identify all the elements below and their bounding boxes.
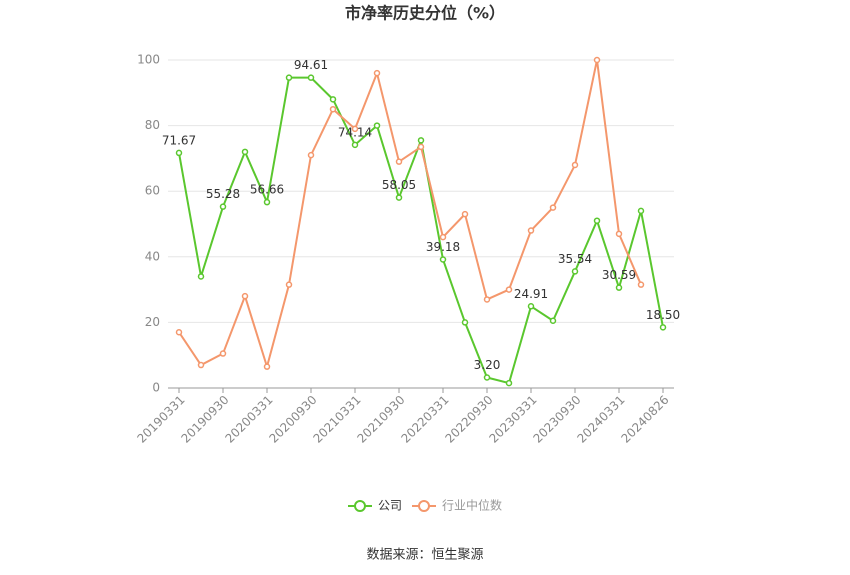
data-point [395, 194, 403, 201]
data-point [483, 296, 491, 303]
data-label: 39.18 [426, 240, 460, 254]
data-point [307, 151, 315, 159]
data-point [417, 143, 425, 151]
series-line [178, 59, 642, 371]
y-tick-label: 80 [145, 118, 160, 132]
data-point [615, 284, 623, 291]
y-tick-label: 20 [145, 315, 160, 329]
data-label: 71.67 [162, 133, 196, 147]
data-point [351, 125, 359, 133]
chart-title: 市净率历史分位（%） [345, 4, 505, 23]
data-label: 55.28 [206, 187, 240, 201]
data-point [461, 319, 469, 326]
data-point [197, 361, 205, 369]
data-label: 56.66 [250, 183, 284, 197]
data-point [329, 96, 337, 103]
data-point [527, 227, 535, 234]
data-point [483, 374, 491, 381]
legend-marker [418, 500, 430, 512]
data-point [373, 122, 381, 129]
data-point [285, 74, 293, 81]
data-point [505, 379, 513, 387]
data-point [395, 158, 403, 165]
data-point [593, 56, 601, 64]
data-point [241, 292, 249, 300]
data-point [329, 105, 337, 113]
data-label: 24.91 [514, 287, 548, 301]
y-tick-label: 40 [145, 249, 160, 263]
y-tick-label: 100 [137, 53, 160, 67]
data-label: 35.54 [558, 252, 592, 266]
data-point [263, 363, 271, 370]
data-point [241, 148, 249, 156]
source: 数据来源：恒生聚源 [366, 548, 483, 563]
data-point [549, 204, 557, 211]
data-point [505, 286, 513, 293]
data-point [439, 256, 447, 263]
data-point [351, 141, 359, 149]
y-tick-label: 60 [145, 184, 160, 198]
data-point [197, 273, 205, 280]
data-point [571, 268, 579, 275]
data-label: 3.20 [474, 358, 501, 372]
legend-label: 行业中位数 [442, 498, 502, 513]
data-point [417, 137, 425, 144]
legend-label: 公司 [378, 499, 402, 513]
data-point [549, 317, 557, 325]
data-point [175, 149, 183, 157]
data-point [659, 324, 667, 331]
data-label: 30.59 [602, 268, 636, 282]
data-point [637, 281, 645, 288]
series-line [178, 76, 664, 385]
legend-marker [354, 500, 366, 512]
data-point [263, 198, 271, 206]
data-point [219, 203, 227, 210]
data-point [285, 281, 293, 288]
data-point [307, 74, 315, 81]
data-point [439, 233, 447, 241]
x-tick-label: 20240826 [619, 393, 672, 446]
data-point [615, 230, 623, 238]
data-label: 18.50 [646, 308, 680, 322]
data-point [571, 161, 579, 169]
data-point [637, 207, 645, 215]
data-label: 94.61 [294, 58, 328, 72]
data-point [219, 350, 227, 357]
data-point [593, 217, 601, 224]
data-point [175, 328, 183, 336]
data-point [527, 303, 535, 310]
y-tick-label: 0 [152, 381, 160, 395]
data-point [461, 210, 469, 218]
data-point [373, 69, 381, 77]
data-label: 74.14 [338, 125, 372, 139]
data-label: 58.05 [382, 178, 416, 192]
